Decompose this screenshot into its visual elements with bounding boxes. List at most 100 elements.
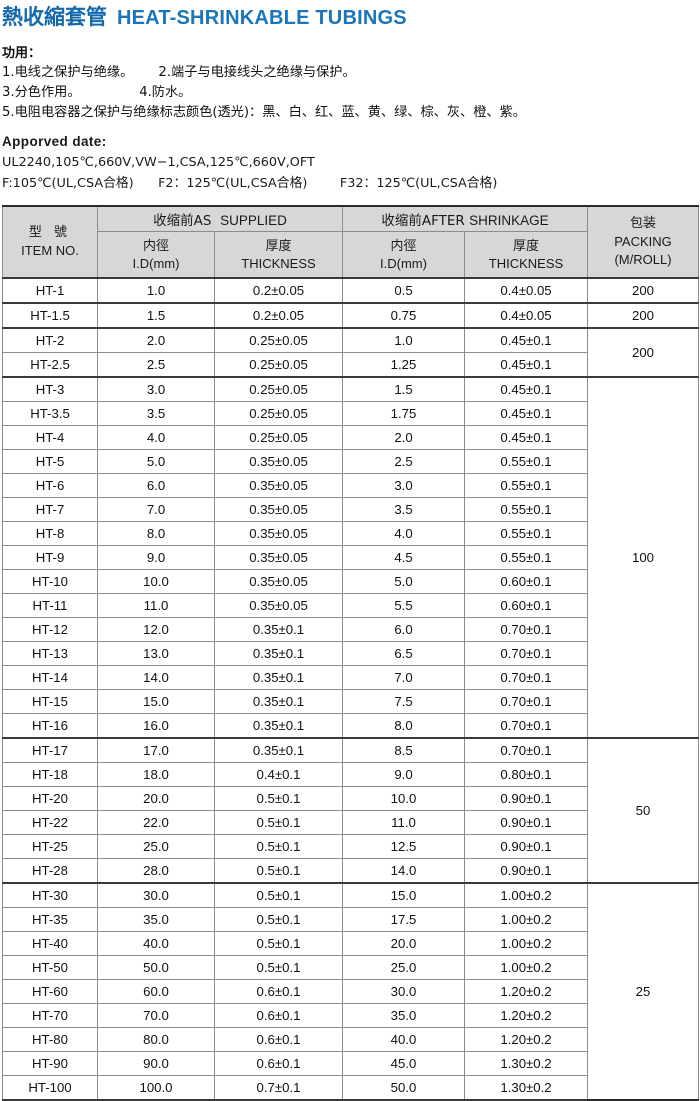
cell-id-shrunk: 3.5 xyxy=(342,497,465,522)
cell-id-supplied: 8.0 xyxy=(97,521,215,546)
features-section: 功用： 1.电线之保护与绝缘。 2.端子与电接线头之绝缘与保护。 3.分色作用。… xyxy=(0,44,700,123)
cell-id-supplied: 9.0 xyxy=(97,545,215,570)
cell-thickness-shrunk: 0.45±0.1 xyxy=(464,425,588,450)
cell-id-shrunk: 8.0 xyxy=(342,713,465,739)
cell-thickness-shrunk: 1.00±0.2 xyxy=(464,955,588,980)
cell-id-shrunk: 12.5 xyxy=(342,834,465,859)
cell-thickness-shrunk: 0.45±0.1 xyxy=(464,376,588,402)
cell-id-shrunk: 5.5 xyxy=(342,593,465,618)
spec-table-container: 型 號 ITEM NO. 收缩前AS SUPPLIED 收缩前AFTER SHR… xyxy=(0,205,700,1101)
cell-item-no: HT-25 xyxy=(2,834,98,859)
cell-thickness-supplied: 0.35±0.1 xyxy=(214,713,343,739)
cell-id-supplied: 90.0 xyxy=(97,1051,215,1076)
th-packing: 包装 PACKING (M/ROLL) xyxy=(587,205,699,279)
cell-item-no: HT-3.5 xyxy=(2,401,98,426)
table-row: HT-12 12.0 0.35±0.1 6.0 0.70±0.1 xyxy=(2,617,699,642)
cell-id-supplied: 35.0 xyxy=(97,907,215,932)
cell-item-no: HT-13 xyxy=(2,641,98,666)
cell-thickness-supplied: 0.35±0.05 xyxy=(214,497,343,522)
cell-id-shrunk: 4.5 xyxy=(342,545,465,570)
cell-id-shrunk: 45.0 xyxy=(342,1051,465,1076)
cell-thickness-shrunk: 0.90±0.1 xyxy=(464,810,588,835)
page-title: 熱收縮套管 HEAT-SHRINKABLE TUBINGS xyxy=(0,0,700,31)
cell-thickness-shrunk: 0.70±0.1 xyxy=(464,713,588,739)
cell-thickness-supplied: 0.35±0.1 xyxy=(214,617,343,642)
cell-item-no: HT-50 xyxy=(2,955,98,980)
specification-table: 型 號 ITEM NO. 收缩前AS SUPPLIED 收缩前AFTER SHR… xyxy=(2,205,699,1101)
cell-thickness-shrunk: 0.70±0.1 xyxy=(464,665,588,690)
th-thickness-shrunk: 厚度 THICKNESS xyxy=(464,231,588,279)
table-head: 型 號 ITEM NO. 收缩前AS SUPPLIED 收缩前AFTER SHR… xyxy=(2,205,699,279)
cell-id-shrunk: 17.5 xyxy=(342,907,465,932)
cell-thickness-supplied: 0.35±0.05 xyxy=(214,593,343,618)
table-row: HT-15 15.0 0.35±0.1 7.5 0.70±0.1 xyxy=(2,689,699,714)
th-thickness-supplied: 厚度 THICKNESS xyxy=(214,231,343,279)
cell-thickness-shrunk: 0.45±0.1 xyxy=(464,401,588,426)
cell-id-supplied: 13.0 xyxy=(97,641,215,666)
table-row: HT-28 28.0 0.5±0.1 14.0 0.90±0.1 xyxy=(2,858,699,884)
th-item-no-en: ITEM NO. xyxy=(21,243,79,258)
cell-id-supplied: 25.0 xyxy=(97,834,215,859)
cell-thickness-shrunk: 1.20±0.2 xyxy=(464,1003,588,1028)
cell-thickness-shrunk: 0.70±0.1 xyxy=(464,689,588,714)
cell-id-supplied: 12.0 xyxy=(97,617,215,642)
cell-item-no: HT-20 xyxy=(2,786,98,811)
cell-item-no: HT-14 xyxy=(2,665,98,690)
cell-thickness-shrunk: 0.55±0.1 xyxy=(464,473,588,498)
cell-thickness-supplied: 0.25±0.05 xyxy=(214,376,343,402)
approval-section: Apporved date: UL2240,105℃,660V,VW−1,CSA… xyxy=(0,132,700,194)
cell-item-no: HT-6 xyxy=(2,473,98,498)
approval-heading: Apporved date: xyxy=(2,134,107,149)
cell-id-supplied: 50.0 xyxy=(97,955,215,980)
cell-item-no: HT-80 xyxy=(2,1027,98,1052)
th-packing-cn: 包装 xyxy=(629,216,656,231)
feature-line-3: 5.电阻电容器之保护与绝缘标志颜色(透光)：黑、白、红、蓝、黄、绿、棕、灰、橙、… xyxy=(2,105,526,120)
table-row: HT-3 3.0 0.25±0.05 1.5 0.45±0.1 100 xyxy=(2,376,699,739)
cell-packing: 25 xyxy=(587,882,699,1101)
cell-id-supplied: 10.0 xyxy=(97,569,215,594)
cell-thickness-shrunk: 0.90±0.1 xyxy=(464,834,588,859)
cell-item-no: HT-40 xyxy=(2,931,98,956)
cell-id-shrunk: 1.5 xyxy=(342,376,465,402)
page-title-english: HEAT-SHRINKABLE TUBINGS xyxy=(117,7,407,29)
cell-id-shrunk: 50.0 xyxy=(342,1075,465,1101)
cell-item-no: HT-15 xyxy=(2,689,98,714)
table-row: HT-14 14.0 0.35±0.1 7.0 0.70±0.1 xyxy=(2,665,699,690)
cell-id-supplied: 22.0 xyxy=(97,810,215,835)
cell-thickness-shrunk: 0.70±0.1 xyxy=(464,737,588,763)
cell-id-supplied: 28.0 xyxy=(97,858,215,884)
cell-item-no: HT-22 xyxy=(2,810,98,835)
cell-thickness-supplied: 0.6±0.1 xyxy=(214,1003,343,1028)
cell-id-shrunk: 3.0 xyxy=(342,473,465,498)
cell-thickness-supplied: 0.6±0.1 xyxy=(214,1051,343,1076)
cell-id-supplied: 6.0 xyxy=(97,473,215,498)
th-group-after-shrinkage-en: SHRINKAGE xyxy=(469,213,549,228)
cell-id-shrunk: 1.0 xyxy=(342,327,465,353)
table-row: HT-17 17.0 0.35±0.1 8.5 0.70±0.1 50 xyxy=(2,737,699,884)
cell-item-no: HT-60 xyxy=(2,979,98,1004)
cell-thickness-supplied: 0.25±0.05 xyxy=(214,352,343,378)
cell-id-supplied: 18.0 xyxy=(97,762,215,787)
cell-id-supplied: 3.5 xyxy=(97,401,215,426)
cell-id-supplied: 3.0 xyxy=(97,376,215,402)
cell-thickness-shrunk: 0.55±0.1 xyxy=(464,497,588,522)
th-id-shrunk-cn: 内徑 xyxy=(390,238,417,254)
cell-id-supplied: 1.0 xyxy=(97,277,215,304)
cell-id-supplied: 20.0 xyxy=(97,786,215,811)
cell-id-supplied: 15.0 xyxy=(97,689,215,714)
cell-item-no: HT-4 xyxy=(2,425,98,450)
cell-thickness-supplied: 0.5±0.1 xyxy=(214,882,343,908)
cell-id-shrunk: 2.5 xyxy=(342,449,465,474)
cell-thickness-shrunk: 0.70±0.1 xyxy=(464,617,588,642)
cell-id-supplied: 11.0 xyxy=(97,593,215,618)
th-group-as-supplied-en: SUPPLIED xyxy=(220,213,287,228)
cell-thickness-shrunk: 0.45±0.1 xyxy=(464,327,588,353)
cell-thickness-shrunk: 0.60±0.1 xyxy=(464,593,588,618)
cell-thickness-shrunk: 0.90±0.1 xyxy=(464,858,588,884)
table-row: HT-10 10.0 0.35±0.05 5.0 0.60±0.1 xyxy=(2,569,699,594)
cell-item-no: HT-17 xyxy=(2,737,98,763)
cell-thickness-shrunk: 1.00±0.2 xyxy=(464,907,588,932)
approval-line-1: UL2240,105℃,660V,VW−1,CSA,125℃,660V,OFT xyxy=(2,155,315,170)
cell-thickness-shrunk: 0.70±0.1 xyxy=(464,641,588,666)
features-heading: 功用： xyxy=(2,46,42,61)
